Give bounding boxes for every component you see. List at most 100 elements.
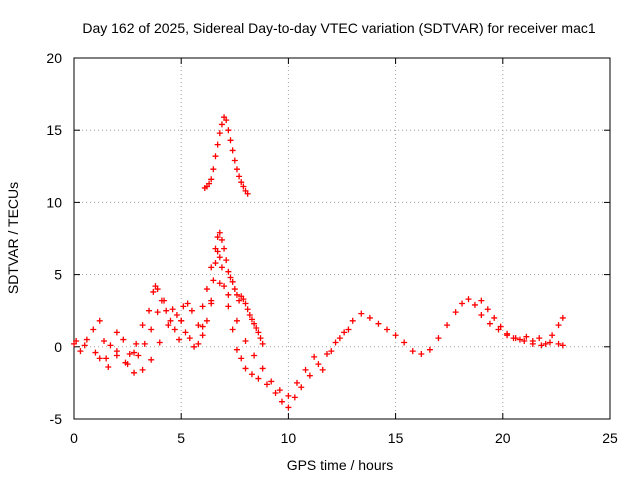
data-point: [244, 190, 251, 197]
data-point: [126, 351, 133, 358]
data-point: [216, 280, 223, 287]
data-point: [240, 183, 247, 190]
data-point: [208, 300, 215, 307]
y-axis-label: SDTVAR / TECUs: [5, 182, 21, 294]
data-point: [161, 297, 168, 304]
data-point: [223, 117, 230, 124]
data-point: [238, 355, 245, 362]
data-point: [212, 153, 219, 160]
data-point: [199, 332, 206, 339]
data-point: [349, 317, 356, 324]
data-point: [96, 317, 103, 324]
data-point: [484, 306, 491, 313]
data-point: [186, 335, 193, 342]
series-track-a: [71, 229, 266, 358]
data-point: [285, 404, 292, 411]
data-point: [210, 166, 217, 173]
data-point: [188, 307, 195, 314]
data-point: [195, 340, 202, 347]
data-point: [218, 121, 225, 128]
data-point: [227, 137, 234, 144]
data-point: [478, 297, 485, 304]
data-point: [319, 366, 326, 373]
y-tick-label: 20: [46, 50, 62, 66]
data-point: [203, 286, 210, 293]
data-point: [345, 326, 352, 333]
data-point: [92, 349, 99, 356]
data-point: [233, 166, 240, 173]
data-point: [491, 314, 498, 321]
data-point: [255, 375, 262, 382]
data-point: [392, 332, 399, 339]
data-point: [120, 336, 127, 343]
data-point: [216, 254, 223, 261]
data-point: [478, 312, 485, 319]
data-point: [73, 338, 80, 345]
data-point: [332, 339, 339, 346]
data-point: [516, 336, 523, 343]
data-point: [240, 296, 247, 303]
data-point: [546, 339, 553, 346]
data-point: [435, 335, 442, 342]
data-point: [366, 314, 373, 321]
data-point: [225, 127, 232, 134]
data-point: [148, 326, 155, 333]
data-point: [302, 366, 309, 373]
data-point: [323, 351, 330, 358]
data-point: [236, 297, 243, 304]
data-point: [150, 288, 157, 295]
data-point: [521, 338, 528, 345]
data-point: [218, 236, 225, 243]
data-point: [426, 346, 433, 353]
data-point: [225, 291, 232, 298]
data-point: [180, 303, 187, 310]
data-point: [291, 394, 298, 401]
data-point: [146, 307, 153, 314]
data-point: [154, 309, 161, 316]
data-point: [148, 356, 155, 363]
data-point: [105, 364, 112, 371]
data-point: [328, 348, 335, 355]
data-point: [236, 173, 243, 180]
data-point: [253, 325, 260, 332]
data-point: [401, 339, 408, 346]
data-point: [173, 312, 180, 319]
data-point: [225, 268, 232, 275]
data-point: [246, 312, 253, 319]
data-point: [107, 342, 114, 349]
data-point: [285, 392, 292, 399]
data-point: [559, 342, 566, 349]
data-point: [122, 359, 129, 366]
data-point: [83, 336, 90, 343]
x-tick-label: 10: [281, 430, 297, 446]
data-point: [248, 316, 255, 323]
data-point: [233, 291, 240, 298]
data-point: [278, 398, 285, 405]
data-point: [191, 343, 198, 350]
data-point: [315, 361, 322, 368]
data-point: [103, 355, 110, 362]
data-point: [229, 326, 236, 333]
data-point: [510, 335, 517, 342]
data-point: [409, 348, 416, 355]
data-point: [375, 320, 382, 327]
data-point: [259, 340, 266, 347]
data-point: [268, 378, 275, 385]
data-point: [163, 307, 170, 314]
data-point: [216, 130, 223, 137]
data-point: [77, 348, 84, 355]
data-point: [154, 286, 161, 293]
data-point: [251, 320, 258, 327]
data-point: [251, 352, 258, 359]
series-track-b: [73, 248, 566, 411]
data-point: [113, 352, 120, 359]
data-point: [486, 320, 493, 327]
data-point: [214, 248, 221, 255]
data-point: [81, 342, 88, 349]
data-point: [248, 371, 255, 378]
data-point: [208, 176, 215, 183]
data-point: [229, 147, 236, 154]
data-point: [298, 384, 305, 391]
data-point: [358, 310, 365, 317]
